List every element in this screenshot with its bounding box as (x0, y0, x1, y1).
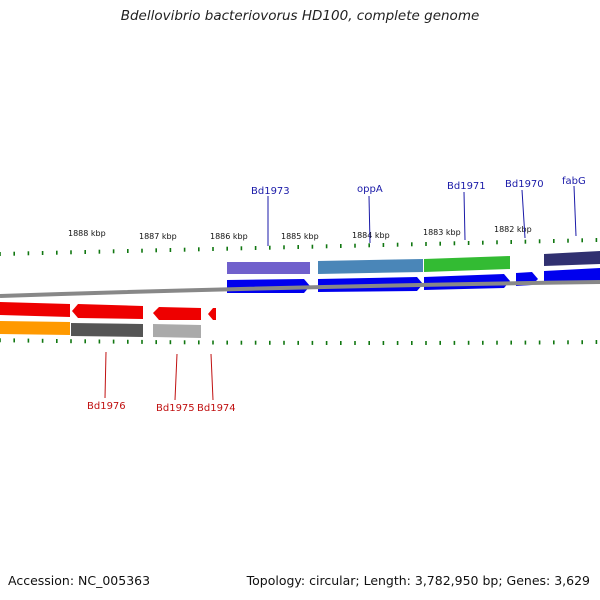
scale-labels: 1888 kbp 1887 kbp 1886 kbp 1885 kbp 1884… (68, 225, 532, 241)
feature-bar-bd1971[interactable] (424, 256, 510, 272)
gene-arrow-bd1976[interactable] (72, 304, 143, 319)
minus-strand-genes (0, 302, 216, 320)
scale-label-1883: 1883 kbp (423, 228, 461, 237)
gene-label-oppa[interactable]: oppA (357, 184, 383, 195)
minus-feature-bars (0, 321, 201, 338)
scale-label-1884: 1884 kbp (352, 231, 390, 240)
feature-bar-oppa[interactable] (318, 259, 423, 274)
scale-label-1888: 1888 kbp (68, 229, 106, 238)
feature-bar-bd1975[interactable] (153, 324, 201, 338)
scale-label-1886: 1886 kbp (210, 232, 248, 241)
plus-feature-bars (227, 251, 600, 274)
gene-label-bd1970[interactable]: Bd1970 (505, 179, 544, 190)
scale-label-1887: 1887 kbp (139, 232, 177, 241)
genome-summary-text: Topology: circular; Length: 3,782,950 bp… (246, 573, 590, 588)
gene-label-bd1971[interactable]: Bd1971 (447, 181, 486, 192)
gene-label-bd1976[interactable]: Bd1976 (87, 401, 126, 412)
gene-arrow-fabg[interactable] (544, 268, 600, 284)
gene-label-fabg[interactable]: fabG (562, 176, 586, 187)
gene-arrow-bd1974[interactable] (208, 308, 216, 320)
scale-label-1882: 1882 kbp (494, 225, 532, 234)
feature-bar-orange[interactable] (0, 321, 70, 335)
gene-arrow-bd1975[interactable] (153, 307, 201, 320)
feature-bar-bd1976[interactable] (71, 323, 143, 337)
feature-bar-fabg[interactable] (544, 251, 600, 266)
plus-gene-labels (267, 185, 577, 246)
gene-arrow-unnamed-left[interactable] (0, 302, 70, 317)
scale-label-1885: 1885 kbp (281, 232, 319, 241)
minus-gene-labels (104, 351, 214, 401)
map-title: Bdellovibrio bacteriovorus HD100, comple… (120, 8, 480, 24)
gene-label-bd1973[interactable]: Bd1973 (251, 186, 290, 197)
inner-tick-ring (0, 338, 598, 345)
gene-label-bd1975[interactable]: Bd1975 (156, 403, 195, 414)
accession-text: Accession: NC_005363 (8, 573, 151, 588)
feature-bar-bd1973[interactable] (227, 262, 310, 274)
outer-tick-ring (0, 238, 598, 256)
genome-backbone (0, 280, 600, 298)
gene-label-bd1974[interactable]: Bd1974 (197, 403, 236, 414)
